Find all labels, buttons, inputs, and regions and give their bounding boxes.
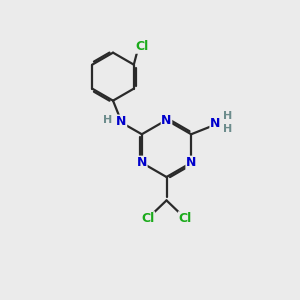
Text: N: N [116,115,127,128]
Text: N: N [186,156,196,169]
Text: H: H [103,115,112,125]
Text: Cl: Cl [178,212,192,225]
Text: N: N [161,113,172,127]
Text: N: N [210,117,220,130]
Text: H: H [223,111,232,121]
Text: N: N [136,156,147,169]
Text: Cl: Cl [141,212,154,225]
Text: Cl: Cl [135,40,148,53]
Text: H: H [223,124,232,134]
